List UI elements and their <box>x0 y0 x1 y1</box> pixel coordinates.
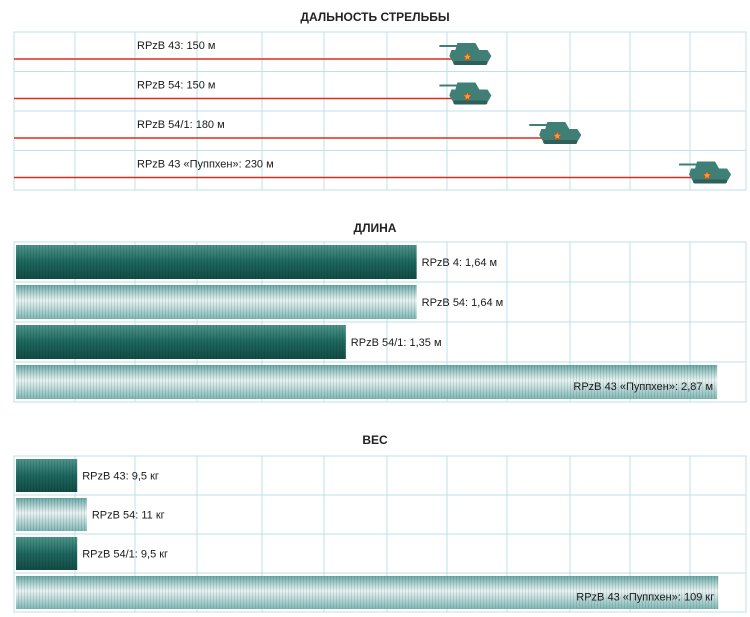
bar-texture <box>16 537 78 570</box>
bar-label: RPzB 4: 1,64 м <box>422 257 497 269</box>
chart-title: ДАЛЬНОСТЬ СТРЕЛЬБЫ <box>300 10 449 24</box>
bar-label: RPzB 43 «Пуппхен»: 109 кг <box>576 592 714 604</box>
bar-label: RPzB 54: 1,64 м <box>422 297 504 309</box>
bar-texture <box>16 245 417 279</box>
bar-texture <box>16 365 718 399</box>
range-label: RPzB 54: 150 м <box>137 80 216 92</box>
chart-title: ВЕС <box>362 433 388 447</box>
red-star-icon <box>702 170 713 180</box>
grid <box>13 31 747 191</box>
bar-label: RPzB 54/1: 1,35 м <box>351 337 442 349</box>
bar-texture <box>16 459 78 492</box>
red-star-icon <box>552 130 563 141</box>
red-star-icon <box>462 51 473 62</box>
range-label: RPzB 43 «Пуппхен»: 230 м <box>137 159 274 171</box>
chart-panel-2: ДЛИНА RPzB 4: 1,64 м RPzB 54: 1,64 м RPzB 5… <box>13 221 747 403</box>
tank-icon <box>439 82 492 105</box>
red-star-icon <box>462 91 473 101</box>
bar-label: RPzB 43 «Пуппхен»: 2,87 м <box>573 381 713 393</box>
tank-icon <box>439 43 492 65</box>
bar-label: RPzB 43: 9,5 кг <box>82 471 159 483</box>
bar-texture <box>16 325 346 359</box>
chart-panel-3: ВЕС RPzB 43: 9,5 кг RPzB 54: 11 кг RPzB 54/… <box>13 433 747 613</box>
range-label: RPzB 43: 150 м <box>137 40 216 52</box>
tank-icon <box>529 122 582 144</box>
chart-title: ДЛИНА <box>354 221 397 235</box>
chart-panel-1: ДАЛЬНОСТЬ СТРЕЛЬБЫ RPzB 43: 150 м RPzB 54:… <box>13 10 747 191</box>
bar-texture <box>16 576 719 609</box>
bar-texture <box>16 498 87 531</box>
tank-icon <box>679 161 732 184</box>
bar-label: RPzB 54/1: 9,5 кг <box>82 549 168 561</box>
range-label: RPzB 54/1: 180 м <box>137 119 225 131</box>
grid <box>13 455 747 613</box>
bar-texture <box>16 285 417 319</box>
bar-label: RPzB 54: 11 кг <box>92 510 165 522</box>
